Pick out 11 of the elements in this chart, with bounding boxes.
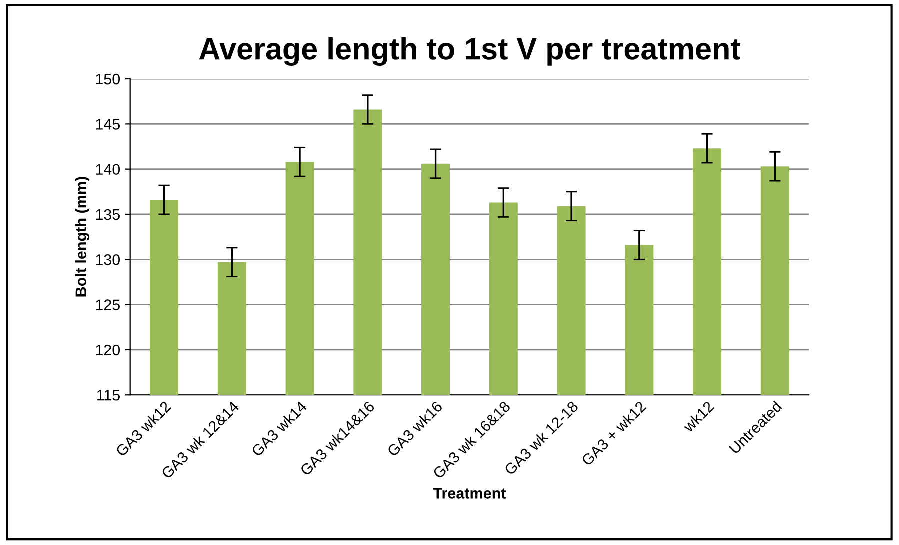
y-tick-label: 115	[97, 390, 120, 401]
y-tick-label: 130	[96, 254, 120, 266]
x-axis-title: Treatment	[433, 488, 506, 499]
y-tick-label: 120	[96, 344, 120, 356]
y-tick-label: 125	[96, 300, 120, 310]
y-tick-label: 145	[96, 119, 120, 130]
y-tick-label: 150	[96, 74, 120, 85]
chart-title: Average length to 1st V per treatment	[199, 37, 740, 66]
y-axis-title: Bolt length (mm)	[75, 177, 90, 297]
y-tick-label: 140	[96, 164, 120, 176]
y-tick-label: 135	[96, 209, 120, 220]
